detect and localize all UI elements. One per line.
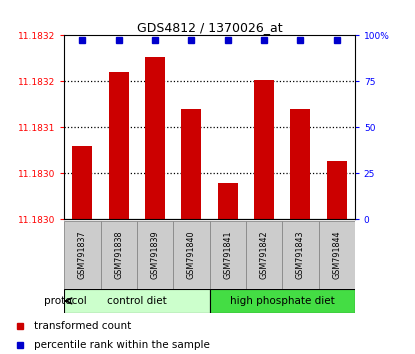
Bar: [137, 221, 173, 289]
Text: transformed count: transformed count: [34, 321, 132, 331]
Bar: [218, 183, 238, 219]
Bar: [181, 109, 201, 219]
Bar: [210, 221, 246, 289]
Text: GSM791839: GSM791839: [151, 230, 160, 279]
Text: GSM791843: GSM791843: [296, 230, 305, 279]
Bar: [100, 221, 137, 289]
Text: control diet: control diet: [107, 296, 167, 306]
Text: protocol: protocol: [44, 296, 87, 306]
Text: percentile rank within the sample: percentile rank within the sample: [34, 341, 210, 350]
Text: high phosphate diet: high phosphate diet: [230, 296, 334, 306]
Bar: [73, 146, 93, 219]
Bar: [173, 221, 210, 289]
Bar: [210, 289, 355, 313]
Bar: [282, 221, 319, 289]
Text: GSM791840: GSM791840: [187, 230, 196, 279]
Text: GSM791838: GSM791838: [114, 230, 123, 279]
Bar: [254, 80, 274, 219]
Bar: [246, 221, 282, 289]
Text: GSM791837: GSM791837: [78, 230, 87, 279]
Bar: [290, 109, 310, 219]
Text: GSM791841: GSM791841: [223, 230, 232, 279]
Title: GDS4812 / 1370026_at: GDS4812 / 1370026_at: [137, 21, 282, 34]
Bar: [319, 221, 355, 289]
Bar: [109, 72, 129, 219]
Bar: [64, 289, 210, 313]
Bar: [327, 161, 347, 219]
Bar: [64, 221, 101, 289]
Text: GSM791844: GSM791844: [332, 230, 341, 279]
Text: GSM791842: GSM791842: [259, 230, 269, 279]
Bar: [145, 57, 165, 219]
